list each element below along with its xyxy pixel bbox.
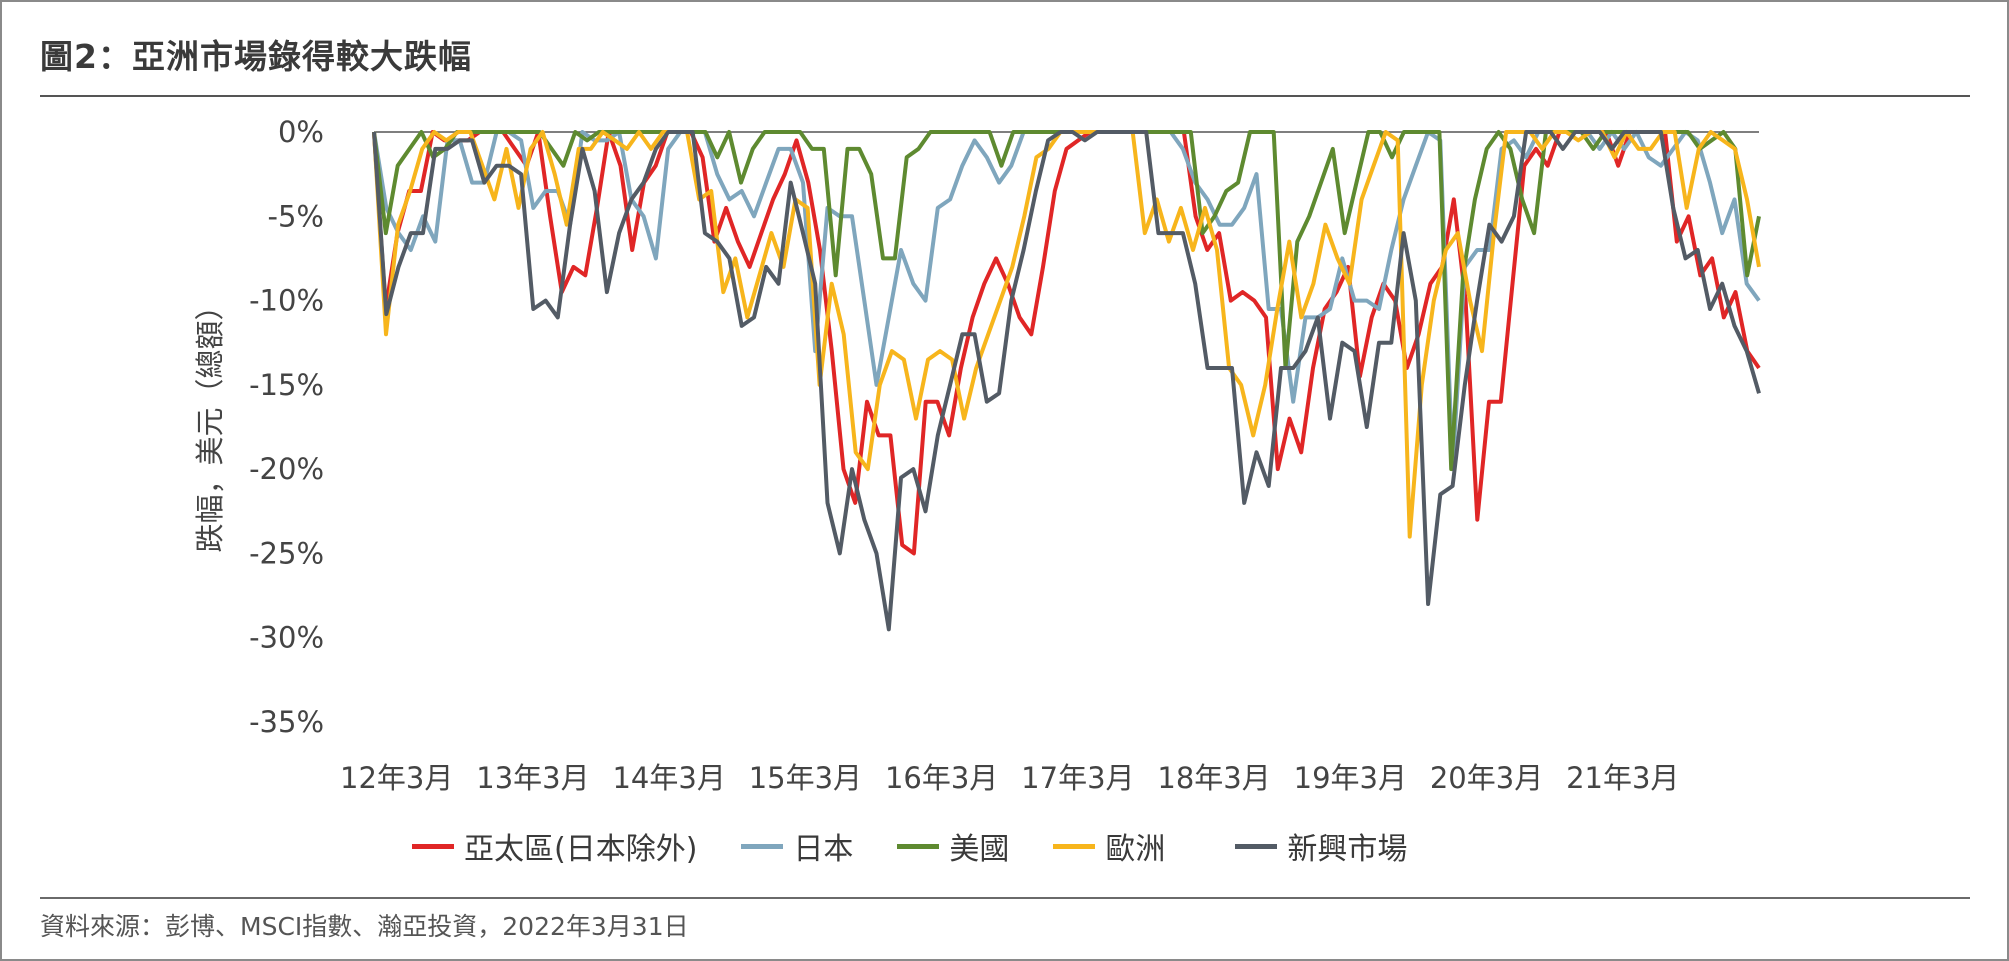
legend-swatch-blue	[741, 843, 784, 849]
legend-swatch-red	[412, 843, 454, 849]
x-tick-label: 17年3月	[1021, 761, 1134, 795]
source-divider	[40, 897, 1970, 899]
x-tick-label: 14年3月	[612, 761, 725, 795]
title-divider	[40, 95, 1970, 97]
x-tick-label: 21年3月	[1566, 761, 1679, 795]
legend-item-em: 新興市場	[1235, 824, 1407, 868]
series-line	[372, 130, 1761, 472]
series-line	[372, 130, 1761, 539]
series-lines	[372, 130, 1761, 632]
legend-label: 日本	[793, 832, 854, 867]
series-line	[372, 130, 1761, 632]
x-tick-label: 16年3月	[885, 761, 998, 795]
y-tick-label: 0%	[278, 115, 324, 149]
y-tick-label: -10%	[249, 284, 324, 318]
legend-item-asia-pacific: 亞太區(日本除外)	[412, 824, 697, 868]
y-tick-label: -30%	[249, 621, 324, 655]
series-line	[372, 130, 1761, 556]
y-tick-label: -5%	[268, 199, 324, 233]
legend-swatch-yellow	[1053, 843, 1096, 849]
series-line	[372, 130, 1761, 472]
x-tick-label: 18年3月	[1157, 761, 1270, 795]
legend: 亞太區(日本除外) 日本 美國 歐洲 新興市場	[412, 824, 1451, 868]
chart-title: 圖2：亞洲市場錄得較大跌幅	[40, 37, 472, 76]
y-tick-label: -35%	[249, 705, 324, 739]
legend-swatch-grey	[1235, 843, 1278, 849]
legend-label: 美國	[949, 832, 1010, 867]
y-tick-label: -20%	[249, 452, 324, 486]
legend-item-japan: 日本	[741, 824, 853, 868]
source-note: 資料來源：彭博、MSCI指數、瀚亞投資，2022年3月31日	[40, 912, 689, 941]
x-tick-label: 13年3月	[476, 761, 589, 795]
y-axis-label: 跌幅，美元（總額）	[193, 291, 227, 552]
x-axis-ticks: 12年3月 13年3月 14年3月 15年3月 16年3月 17年3月 18年3月 19年3月…	[340, 761, 1679, 795]
y-axis-ticks: 0% -5% -10% -15% -20% -25% -30% -35%	[249, 115, 324, 739]
legend-swatch-green	[897, 843, 940, 849]
x-tick-label: 20年3月	[1430, 761, 1543, 795]
legend-label: 歐洲	[1105, 832, 1166, 867]
legend-label: 亞太區(日本除外)	[464, 832, 698, 867]
x-tick-label: 15年3月	[749, 761, 862, 795]
y-tick-label: -15%	[249, 368, 324, 402]
x-tick-label: 12年3月	[340, 761, 453, 795]
x-tick-label: 19年3月	[1294, 761, 1407, 795]
legend-label: 新興市場	[1287, 832, 1408, 867]
legend-item-us: 美國	[897, 824, 1009, 868]
legend-item-europe: 歐洲	[1053, 824, 1165, 868]
y-tick-label: -25%	[249, 536, 324, 570]
